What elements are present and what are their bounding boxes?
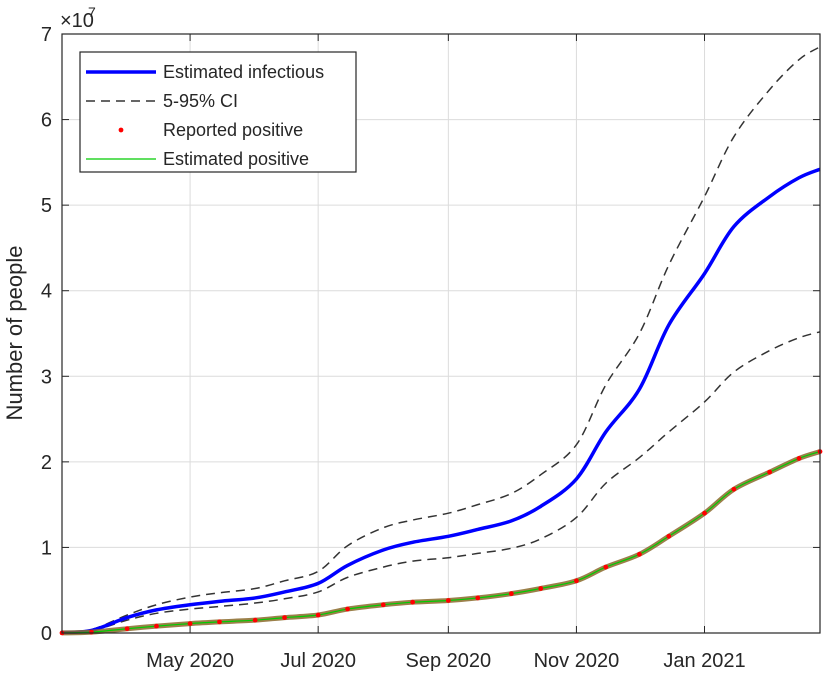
reported-positive-point bbox=[252, 617, 258, 623]
series-layer bbox=[59, 46, 823, 636]
y-exponent-power: 7 bbox=[88, 4, 96, 20]
reported-positive-point bbox=[538, 586, 544, 591]
reported-positive-point bbox=[89, 629, 94, 635]
reported-positive-point bbox=[217, 619, 222, 625]
legend-5-95-ci-label: 5-95% CI bbox=[163, 91, 238, 111]
reported-positive-point bbox=[445, 598, 451, 603]
x-tick-label: May 2020 bbox=[146, 650, 234, 672]
x-tick-label: Jan 2021 bbox=[663, 650, 745, 672]
x-tick-label: Sep 2020 bbox=[406, 650, 492, 672]
y-tick-label: 5 bbox=[41, 195, 52, 217]
reported-positive-point bbox=[767, 469, 773, 475]
reported-positive-point bbox=[796, 456, 802, 461]
reported-positive-point bbox=[380, 602, 386, 608]
legend-reported-positive-label: Reported positive bbox=[163, 120, 303, 140]
reported-positive-point bbox=[702, 510, 707, 516]
y-exponent-label: ×10 7 bbox=[60, 4, 96, 32]
y-tick-label: 3 bbox=[41, 366, 52, 388]
reported-positive-point bbox=[475, 595, 481, 601]
legend-reported-positive-marker bbox=[118, 127, 124, 133]
legend-estimated-positive-label: Estimated positive bbox=[163, 149, 309, 169]
x-tick-label: Nov 2020 bbox=[534, 650, 620, 672]
reported-positive-point bbox=[666, 533, 672, 539]
y-tick-label: 6 bbox=[41, 110, 52, 132]
reported-positive-point bbox=[731, 486, 737, 492]
legend-estimated-infectious-label: Estimated infectious bbox=[163, 62, 324, 82]
y-tick-label: 4 bbox=[41, 281, 52, 303]
y-tick-label: 1 bbox=[41, 537, 52, 559]
reported-positive-point bbox=[603, 564, 609, 570]
plot-frame bbox=[61, 33, 821, 634]
reported-positive-point bbox=[187, 621, 193, 626]
ci-lower-series bbox=[61, 331, 821, 634]
reported-positive-point bbox=[574, 578, 579, 584]
reported-positive-point bbox=[345, 606, 350, 612]
y-axis-label: Number of people bbox=[2, 246, 27, 421]
y-tick-label: 7 bbox=[41, 24, 52, 46]
reported-positive-point bbox=[410, 599, 416, 605]
reported-positive-point bbox=[282, 615, 287, 620]
reported-positive-point bbox=[154, 623, 159, 629]
reported-positive-point bbox=[124, 626, 130, 632]
axis-ticks: 0 1 2 3 4 5 6 7 May 2020 Jul 2020 Sep 2020 Nov 2020… bbox=[41, 24, 820, 672]
x-tick-label: Jul 2020 bbox=[280, 650, 356, 672]
y-tick-label: 0 bbox=[41, 623, 52, 645]
legend: Estimated infectious 5-95% CI Reported pos… bbox=[79, 51, 357, 173]
reported-positive-point bbox=[315, 612, 321, 618]
y-exponent-base: ×10 bbox=[60, 10, 94, 32]
reported-positive-point bbox=[508, 591, 514, 597]
estimated-infectious-series bbox=[61, 167, 821, 635]
y-tick-label: 2 bbox=[41, 452, 52, 474]
reported-positive-series bbox=[59, 449, 823, 636]
reported-positive-point bbox=[637, 551, 642, 557]
